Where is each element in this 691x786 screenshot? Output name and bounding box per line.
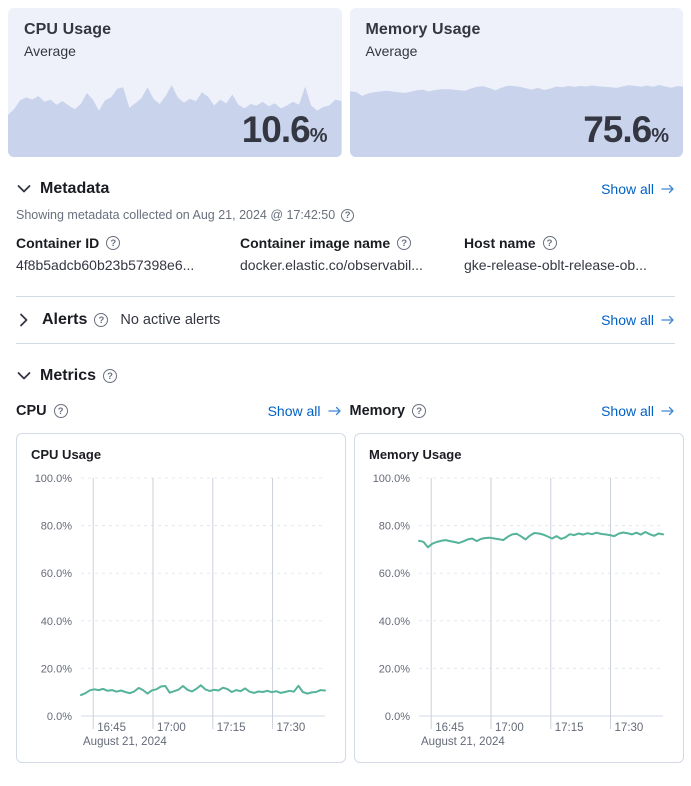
field-container-image-name-value[interactable]: docker.elastic.co/observabil...	[240, 257, 423, 273]
cpu-card-subtitle: Average	[24, 43, 76, 59]
metadata-title: Metadata	[40, 180, 110, 197]
svg-text:17:30: 17:30	[615, 722, 644, 734]
metrics-group-headers: CPU? Show all Memory? Show all	[16, 403, 675, 419]
metadata-fields: Container ID? 4f8b5adcb60b23b57398e6... …	[16, 235, 675, 273]
field-host-name: Host name? gke-release-oblt-release-ob..…	[464, 235, 688, 273]
memory-card-header: Memory Usage Average	[350, 8, 684, 59]
memory-usage-line-chart: 0.0% 20.0% 40.0% 60.0% 80.0% 100.0% 16:45 17:00…	[373, 473, 664, 748]
svg-text:60.0%: 60.0%	[41, 568, 72, 580]
cpu-card-value: 10.6%	[241, 109, 328, 150]
memory-usage-chart-panel[interactable]: Memory Usage 0.0% 20.0% 40.0% 60.0% 80.0% 100…	[354, 433, 684, 763]
memory-chart-title: Memory Usage	[369, 447, 462, 462]
memory-usage-card[interactable]: Memory Usage Average 75.6%	[349, 8, 684, 157]
alerts-status-text: No active alerts	[120, 312, 221, 328]
metadata-show-all-link[interactable]: Show all	[601, 181, 675, 197]
svg-text:0.0%: 0.0%	[47, 711, 72, 723]
arrow-right-icon	[661, 315, 674, 325]
cpu-usage-line-chart: 0.0% 20.0% 40.0% 60.0% 80.0% 100.0% 16:45 17:00…	[35, 473, 326, 748]
metadata-section: Metadata Show all Showing metadata colle…	[0, 180, 691, 763]
svg-text:17:00: 17:00	[157, 722, 186, 734]
summary-cards-row: CPU Usage Average 10.6% Memory Usage Ave…	[0, 0, 691, 157]
svg-text:16:45: 16:45	[435, 722, 464, 734]
metrics-header: Metrics ?	[16, 367, 675, 385]
svg-text:40.0%: 40.0%	[379, 616, 410, 628]
cpu-show-all-link[interactable]: Show all	[268, 403, 342, 419]
memory-card-subtitle: Average	[365, 43, 418, 59]
metadata-header: Metadata Show all	[16, 180, 675, 198]
metric-charts-row: CPU Usage 0.0% 20.0% 40.0% 60.0% 80.0% 100.0%…	[16, 433, 684, 763]
help-icon[interactable]: ?	[53, 404, 68, 418]
svg-text:17:15: 17:15	[217, 722, 246, 734]
divider	[16, 296, 675, 297]
svg-text:0.0%: 0.0%	[385, 711, 410, 723]
arrow-right-icon	[327, 406, 341, 416]
cpu-sparkline-area	[8, 85, 342, 157]
svg-text:August 21, 2024: August 21, 2024	[83, 736, 167, 748]
svg-text:100.0%: 100.0%	[35, 473, 73, 485]
svg-text:16:45: 16:45	[97, 722, 126, 734]
cpu-chart-title: CPU Usage	[31, 447, 102, 462]
chevron-down-icon[interactable]	[16, 368, 32, 384]
help-icon[interactable]: ?	[94, 313, 109, 327]
field-host-name-value[interactable]: gke-release-oblt-release-ob...	[464, 257, 647, 273]
help-icon[interactable]: ?	[106, 236, 121, 250]
svg-text:60.0%: 60.0%	[379, 568, 410, 580]
svg-text:17:30: 17:30	[277, 722, 306, 734]
cpu-usage-card[interactable]: CPU Usage Average 10.6%	[8, 8, 342, 157]
memory-group-header: Memory? Show all	[350, 403, 676, 419]
svg-text:40.0%: 40.0%	[41, 616, 72, 628]
memory-sparkline-area	[349, 85, 683, 157]
metrics-title: Metrics	[40, 367, 97, 384]
metadata-collected-text: Showing metadata collected on Aug 21, 20…	[16, 208, 675, 222]
svg-text:17:00: 17:00	[495, 722, 524, 734]
cpu-card-header: CPU Usage Average	[8, 8, 342, 59]
arrow-right-icon	[661, 406, 674, 416]
memory-card-value: 75.6%	[583, 109, 669, 150]
svg-text:80.0%: 80.0%	[379, 521, 410, 533]
svg-text:100.0%: 100.0%	[373, 473, 411, 485]
help-icon[interactable]: ?	[103, 369, 118, 383]
help-icon[interactable]: ?	[341, 208, 355, 222]
field-container-image-name: Container image name? docker.elastic.co/…	[240, 235, 464, 273]
alerts-title: Alerts	[42, 311, 88, 328]
help-icon[interactable]: ?	[412, 404, 427, 418]
arrow-right-icon	[661, 184, 674, 194]
svg-text:20.0%: 20.0%	[379, 663, 410, 675]
divider	[16, 343, 675, 344]
svg-text:20.0%: 20.0%	[41, 663, 72, 675]
cpu-usage-chart-panel[interactable]: CPU Usage 0.0% 20.0% 40.0% 60.0% 80.0% 100.0%…	[16, 433, 346, 763]
memory-show-all-link[interactable]: Show all	[601, 403, 675, 419]
field-container-id-value[interactable]: 4f8b5adcb60b23b57398e6...	[16, 257, 195, 273]
svg-text:80.0%: 80.0%	[41, 521, 72, 533]
chevron-right-icon[interactable]	[16, 312, 32, 328]
cpu-group-header: CPU? Show all	[16, 403, 342, 419]
field-container-id: Container ID? 4f8b5adcb60b23b57398e6...	[16, 235, 240, 273]
svg-text:August 21, 2024: August 21, 2024	[421, 736, 505, 748]
alerts-show-all-link[interactable]: Show all	[601, 312, 675, 328]
svg-text:17:15: 17:15	[555, 722, 584, 734]
help-icon[interactable]: ?	[542, 236, 557, 250]
cpu-card-title: CPU Usage	[24, 21, 112, 38]
memory-card-title: Memory Usage	[365, 21, 481, 38]
chevron-down-icon[interactable]	[16, 181, 32, 197]
help-icon[interactable]: ?	[397, 236, 412, 250]
alerts-section: Alerts ? No active alerts Show all	[16, 297, 675, 343]
